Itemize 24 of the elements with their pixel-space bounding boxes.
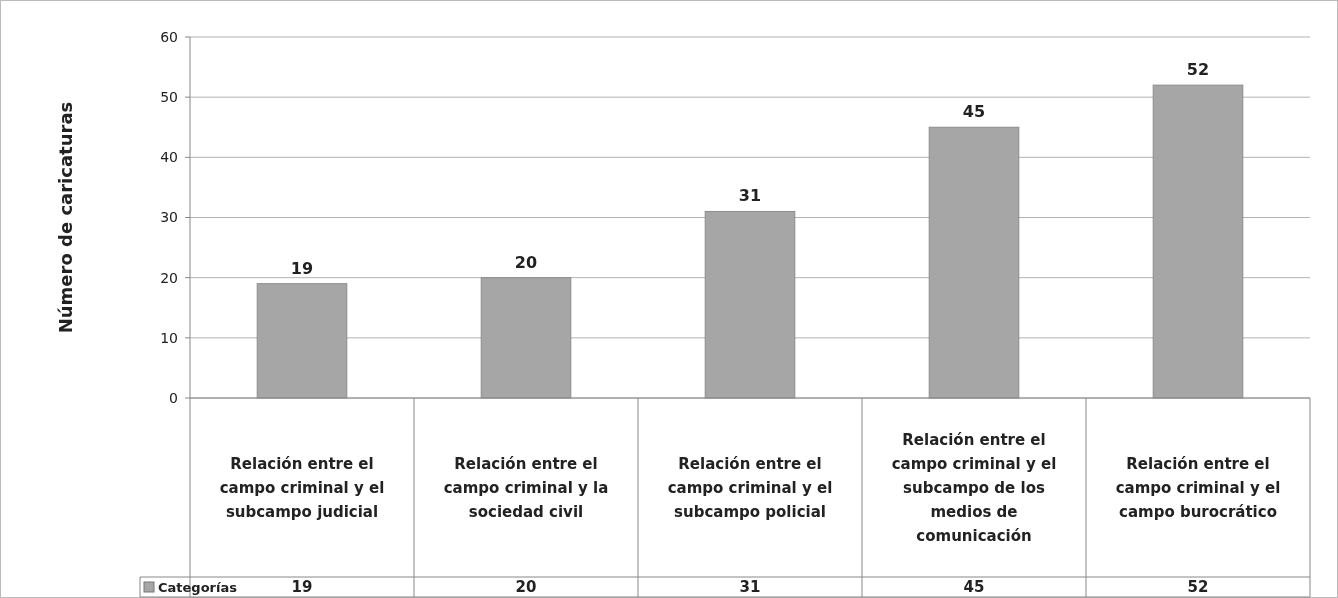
- x-tick-label: Relación entre el campo criminal y el campo burocrático: [1115, 454, 1281, 521]
- data-label: 31: [739, 578, 761, 597]
- y-tick-label: 0: [169, 389, 178, 406]
- data-label: 45: [963, 578, 985, 597]
- x-tick-label: Relación entre el campo criminal y la sociedad civil: [443, 454, 609, 521]
- x-tick-label: Relación entre el campo criminal y el subcampo policial: [667, 454, 833, 521]
- y-tick-label: 40: [160, 149, 178, 166]
- annotation: 19: [290, 258, 314, 278]
- data-label: 19: [291, 578, 313, 597]
- x-tick-label: Relación entre el campo criminal y el subcampo judicial: [219, 454, 385, 521]
- legend-label: Categorías: [158, 579, 238, 595]
- data-label: 20: [515, 578, 537, 597]
- y-axis-title: Número de caricaturas: [55, 101, 76, 334]
- y-tick-label: 20: [160, 269, 178, 286]
- y-tick-label: 30: [160, 209, 178, 226]
- y-tick-label: 60: [160, 28, 178, 45]
- data-label: 52: [1187, 578, 1209, 597]
- annotation: 20: [514, 252, 538, 272]
- y-tick-label: 10: [160, 329, 178, 346]
- y-tick-label: 50: [160, 89, 178, 106]
- x-tick-label: Relación entre el campo criminal y el subcampo de los medios de comunicación: [891, 430, 1057, 545]
- annotation: 52: [1186, 60, 1210, 80]
- annotation: 45: [962, 102, 986, 122]
- annotation: 31: [738, 186, 762, 206]
